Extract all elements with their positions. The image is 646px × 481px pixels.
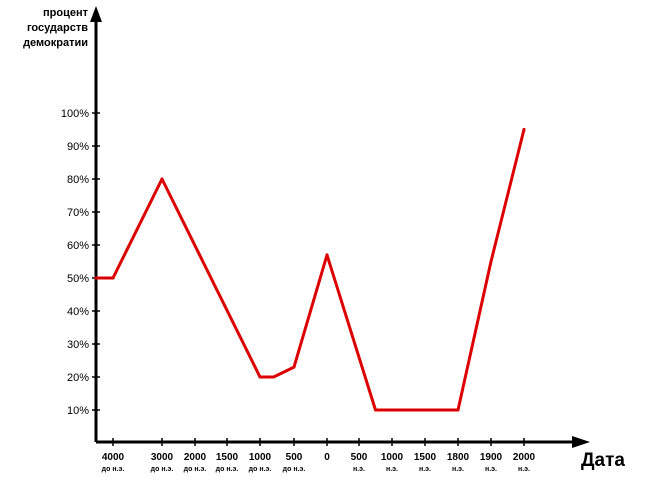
- x-ticks: 4000 до н.э. 3000 до н.э. 2000 до н.э. 1500 до …: [102, 438, 536, 473]
- data-point: [325, 253, 329, 257]
- y-tick-label: 100%: [61, 108, 89, 120]
- x-tick-label: 500: [286, 452, 303, 463]
- y-axis-title-line: демократии: [23, 37, 88, 49]
- y-axis-title-line: государств: [27, 22, 88, 34]
- data-point: [374, 408, 377, 412]
- x-tick-sublabel: н.э.: [485, 466, 497, 473]
- x-tick-sublabel: н.э.: [353, 466, 365, 473]
- x-tick-label: 3000: [151, 452, 174, 463]
- x-axis-arrow: [572, 436, 590, 448]
- x-axis-title: Дата: [581, 450, 625, 471]
- x-tick-label: 0: [324, 452, 330, 463]
- x-tick-label: 1900: [480, 452, 503, 463]
- x-tick-label: 1500: [216, 452, 239, 463]
- y-axis-title: процент государств демократии: [23, 7, 89, 49]
- y-tick-label: 20%: [67, 372, 89, 384]
- y-tick-label: 60%: [67, 240, 89, 252]
- x-tick-label: 1800: [447, 452, 470, 463]
- x-tick-sublabel: н.э.: [386, 466, 398, 473]
- x-tick-sublabel: до н.э.: [249, 466, 272, 473]
- y-axis-title-line: процент: [43, 7, 89, 19]
- x-tick-sublabel: н.э.: [452, 466, 464, 473]
- data-point: [160, 177, 164, 181]
- data-point: [272, 375, 276, 379]
- y-tick-label: 80%: [67, 174, 89, 186]
- x-tick-sublabel: до н.э.: [184, 466, 207, 473]
- x-tick-sublabel: до н.э.: [216, 466, 239, 473]
- y-tick-label: 50%: [67, 273, 89, 285]
- y-axis-arrow: [90, 6, 102, 22]
- x-tick-sublabel: до н.э.: [283, 466, 306, 473]
- x-tick-sublabel: до н.э.: [151, 466, 174, 473]
- data-point: [489, 260, 493, 263]
- y-tick-label: 70%: [67, 207, 89, 219]
- x-tick-label: 1000: [249, 452, 272, 463]
- y-tick-label: 30%: [67, 339, 89, 351]
- data-point: [258, 375, 262, 379]
- x-tick-label: 4000: [102, 452, 125, 463]
- data-point: [456, 408, 460, 412]
- series-group: [94, 128, 526, 412]
- x-tick-sublabel: н.э.: [419, 466, 431, 473]
- x-tick-label: 500: [351, 452, 368, 463]
- data-point: [292, 365, 296, 369]
- series-line: [94, 128, 526, 412]
- x-tick-label: 2000: [513, 452, 536, 463]
- x-tick-sublabel: н.э.: [518, 466, 530, 473]
- y-tick-label: 40%: [67, 306, 89, 318]
- x-tick-label: 1000: [381, 452, 404, 463]
- x-tick-sublabel: до н.э.: [102, 466, 125, 473]
- data-point: [522, 128, 526, 131]
- y-ticks: 10% 20% 30% 40% 50% 60% 70% 80% 90% 100%: [61, 108, 100, 417]
- y-tick-label: 90%: [67, 141, 89, 153]
- y-tick-label: 10%: [67, 405, 89, 417]
- x-tick-label: 2000: [184, 452, 207, 463]
- x-tick-label: 1500: [414, 452, 437, 463]
- data-point: [111, 276, 115, 280]
- data-point: [94, 276, 98, 280]
